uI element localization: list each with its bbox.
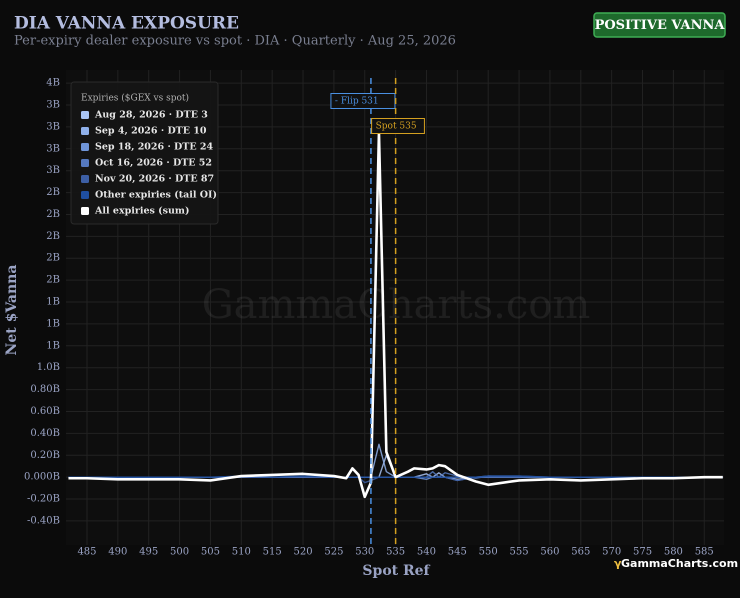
legend-label: Sep 18, 2026 · DTE 24 (95, 142, 214, 153)
chart-subtitle: Per-expiry dealer exposure vs spot · DIA… (14, 34, 456, 49)
legend-swatch (81, 159, 89, 167)
y-tick-label: 3B (46, 100, 60, 111)
y-tick-label: 2B (46, 253, 60, 264)
x-tick-label: 505 (201, 547, 220, 558)
x-tick-label: 530 (355, 547, 374, 558)
y-tick-label: 2B (46, 275, 60, 286)
series-line (68, 131, 723, 499)
y-tick-label: 1B (46, 297, 60, 308)
y-tick-label: 3B (46, 143, 60, 154)
y-tick-label: 2B (46, 231, 60, 242)
logo: GammaCharts.com (621, 557, 738, 570)
y-tick-label: 2B (46, 187, 60, 198)
x-tick-label: 555 (510, 547, 529, 558)
y-tick-label: 0.40B (30, 428, 60, 439)
x-tick-label: 510 (232, 547, 251, 558)
badge: POSITIVE VANNA (595, 18, 726, 33)
y-axis-label: Net $Vanna (4, 265, 20, 356)
legend-title: Expiries ($GEX vs spot) (81, 93, 189, 104)
x-tick-label: 580 (664, 547, 683, 558)
legend-label: Sep 4, 2026 · DTE 10 (95, 126, 207, 137)
logo-mark: γ (614, 557, 622, 570)
y-tick-label: 3B (46, 165, 60, 176)
x-tick-label: 550 (479, 547, 498, 558)
y-tick-label: 0.80B (30, 384, 60, 395)
x-axis-label: Spot Ref (362, 563, 430, 579)
x-tick-label: 500 (170, 547, 189, 558)
legend-swatch (81, 143, 89, 151)
plot: - Flip 531 Spot 535 (68, 78, 723, 545)
y-tick-label: 1.0B (37, 362, 60, 373)
legend-swatch (81, 207, 89, 215)
annotation-box (371, 118, 425, 134)
y-tick-label: 1B (46, 340, 60, 351)
x-tick-label: 585 (695, 547, 714, 558)
y-tick-label: 3B (46, 121, 60, 132)
y-tick-label: -0.20B (27, 494, 60, 505)
annotation-label: Spot 535 (376, 122, 417, 132)
x-tick-label: 525 (324, 547, 343, 558)
x-tick-label: 570 (602, 547, 621, 558)
x-tick-label: 495 (139, 547, 158, 558)
chart-title: DIA VANNA EXPOSURE (14, 14, 239, 34)
legend-label: Nov 20, 2026 · DTE 87 (95, 174, 214, 185)
legend-box (70, 81, 219, 225)
x-tick-label: 520 (293, 547, 312, 558)
legend-label: Oct 16, 2026 · DTE 52 (95, 158, 212, 169)
badge-box (593, 12, 726, 38)
legend-label: Aug 28, 2026 · DTE 3 (94, 110, 208, 121)
x-tick-label: 490 (108, 547, 127, 558)
x-tick-label: 560 (540, 547, 559, 558)
x-tick-label: 540 (417, 547, 436, 558)
x-tick-label: 565 (571, 547, 590, 558)
x-tick-label: 485 (77, 547, 96, 558)
y-tick-label: 4B (46, 78, 60, 89)
x-tick-label: 535 (386, 547, 405, 558)
x-tick-label: 515 (263, 547, 282, 558)
annotation-label: - Flip 531 (335, 97, 379, 107)
legend-swatch (81, 111, 89, 119)
legend-swatch (81, 191, 89, 199)
x-tick-label: 545 (448, 547, 467, 558)
y-tick-label: 0.000B (24, 472, 60, 483)
legend-label: Other expiries (tail OI) (95, 190, 217, 201)
y-tick-label: 0.60B (30, 406, 60, 417)
y-tick-label: 0.20B (30, 450, 60, 461)
legend-label: All expiries (sum) (94, 206, 189, 217)
y-tick-label: 2B (46, 209, 60, 220)
legend-swatch (81, 175, 89, 183)
x-tick-label: 575 (633, 547, 652, 558)
legend: Expiries ($GEX vs spot) Aug 28, 2026 · D… (70, 81, 219, 225)
legend-swatch (81, 127, 89, 135)
y-tick-label: -0.40B (27, 515, 60, 526)
y-tick-label: 1B (46, 318, 60, 329)
